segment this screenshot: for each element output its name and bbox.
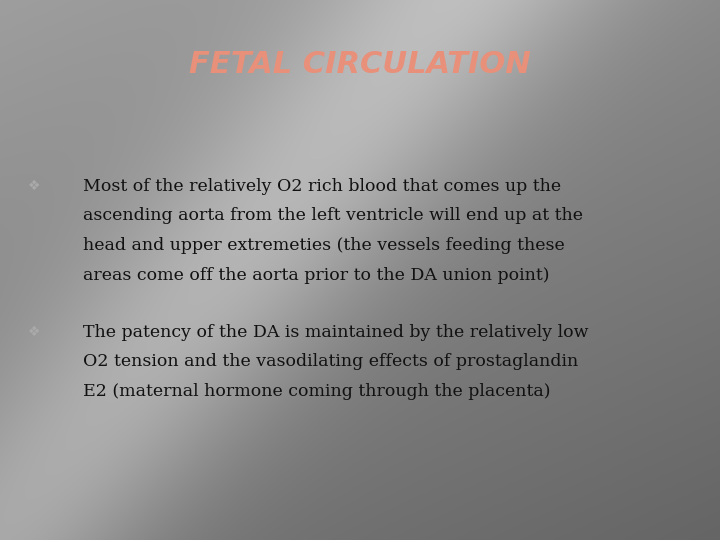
Text: head and upper extremeties (the vessels feeding these: head and upper extremeties (the vessels … <box>83 237 564 254</box>
Text: Most of the relatively O2 rich blood that comes up the: Most of the relatively O2 rich blood tha… <box>83 178 561 195</box>
Text: The patency of the DA is maintained by the relatively low: The patency of the DA is maintained by t… <box>83 323 588 341</box>
Text: areas come off the aorta prior to the DA union point): areas come off the aorta prior to the DA… <box>83 267 549 284</box>
Text: ❖: ❖ <box>28 179 41 193</box>
Text: E2 (maternal hormone coming through the placenta): E2 (maternal hormone coming through the … <box>83 383 550 400</box>
Text: ❖: ❖ <box>28 325 41 339</box>
Text: FETAL CIRCULATION: FETAL CIRCULATION <box>189 50 531 79</box>
Text: O2 tension and the vasodilating effects of prostaglandin: O2 tension and the vasodilating effects … <box>83 353 578 370</box>
Text: ascending aorta from the left ventricle will end up at the: ascending aorta from the left ventricle … <box>83 207 582 225</box>
